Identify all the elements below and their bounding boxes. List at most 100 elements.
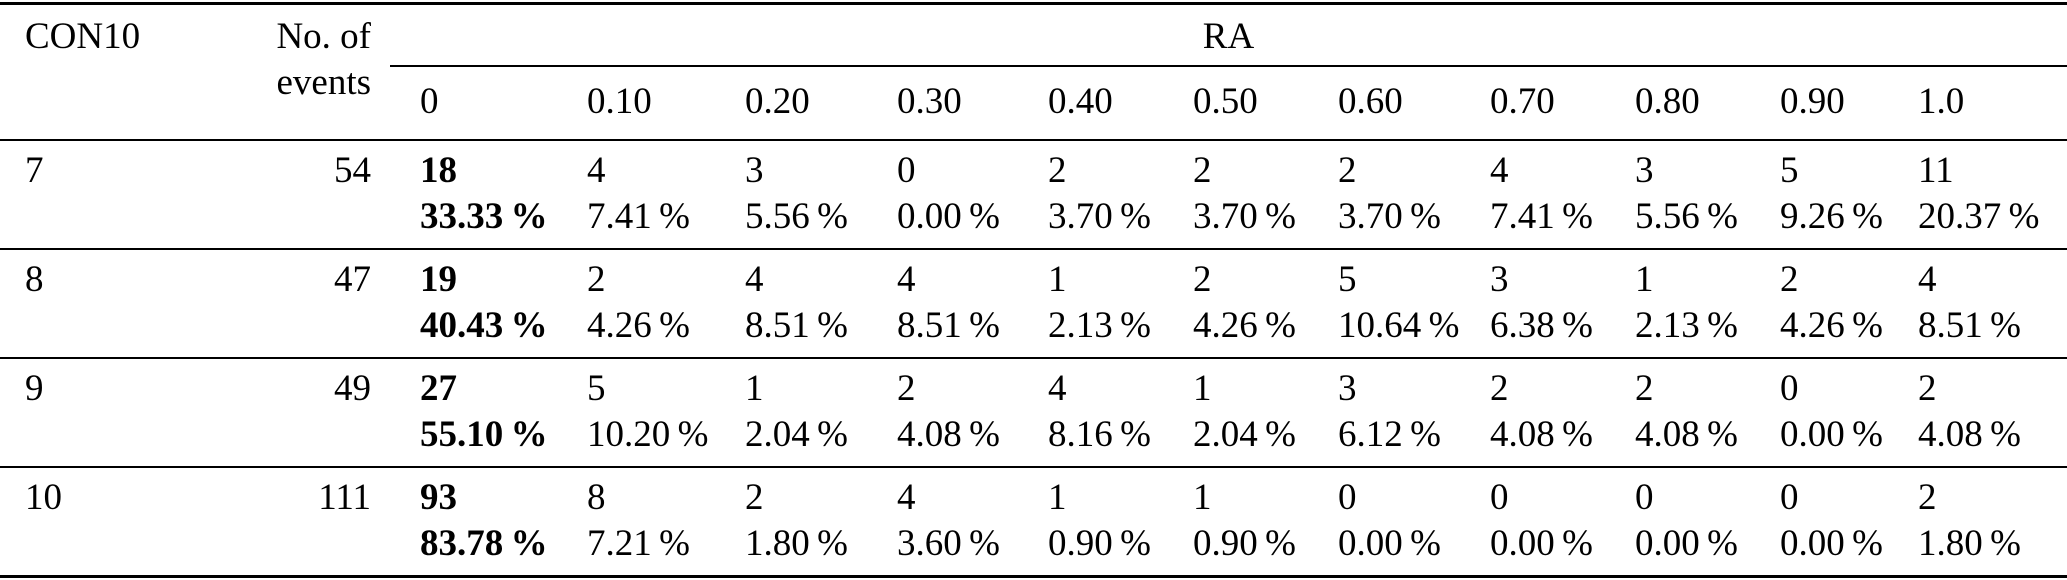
ra-cell: 0 0.00 % [1605, 467, 1750, 577]
event-percent: 9.26 % [1780, 196, 1883, 237]
ra-cell: 2 4.08 % [1460, 358, 1605, 468]
ra-level-header: 0.80 [1605, 66, 1750, 141]
ra-cell: 2 3.70 % [1163, 140, 1308, 250]
event-percent: 5.56 % [1635, 196, 1738, 237]
ra-cell: 1 2.13 % [1605, 249, 1750, 359]
event-count: 27 [420, 368, 457, 409]
event-percent: 10.20 % [587, 414, 709, 455]
event-percent: 4.26 % [1193, 305, 1296, 346]
event-count: 18 [420, 150, 457, 191]
ra-cell: 4 8.16 % [1018, 358, 1163, 468]
ra-cell: 2 3.70 % [1308, 140, 1460, 250]
event-count: 0 [1780, 477, 1799, 518]
event-percent: 2.04 % [1193, 414, 1296, 455]
event-percent: 3.60 % [897, 523, 1000, 564]
event-percent: 8.16 % [1048, 414, 1151, 455]
event-count: 4 [587, 150, 606, 191]
event-count: 1 [1048, 259, 1067, 300]
con10-value: 7 [0, 140, 179, 250]
event-count: 0 [1635, 477, 1654, 518]
event-percent: 0.90 % [1048, 523, 1151, 564]
event-percent: 3.70 % [1338, 196, 1441, 237]
event-count: 2 [1918, 477, 1937, 518]
ra-level-header: 0.20 [715, 66, 867, 141]
event-count: 19 [420, 259, 457, 300]
ra-cell: 1 2.04 % [1163, 358, 1308, 468]
event-count: 2 [1780, 259, 1799, 300]
event-percent: 2.04 % [745, 414, 848, 455]
event-percent: 0.90 % [1193, 523, 1296, 564]
table-row: 8 47 19 40.43 % 2 4.26 % 4 8.51 % 4 8.51 % 1 2.13 %… [0, 249, 2067, 359]
event-count: 2 [587, 259, 606, 300]
con10-value: 8 [0, 249, 179, 359]
event-percent: 33.33 % [420, 196, 548, 237]
ra-cell: 0 0.00 % [1750, 467, 1888, 577]
ra-cell: 0 0.00 % [867, 140, 1018, 250]
event-count: 1 [1048, 477, 1067, 518]
ra-cell: 93 83.78 % [390, 467, 557, 577]
ra-cell: 4 8.51 % [867, 249, 1018, 359]
event-count: 11 [1918, 150, 1954, 191]
event-count: 5 [587, 368, 606, 409]
col-header-ra-span: RA [390, 3, 2067, 67]
event-percent: 0.00 % [1780, 414, 1883, 455]
ra-level-header: 0 [390, 66, 557, 141]
ra-cell: 2 1.80 % [715, 467, 867, 577]
event-percent: 6.12 % [1338, 414, 1441, 455]
table-row: 10 111 93 83.78 % 8 7.21 % 2 1.80 % 4 3.60 % 1 0.90… [0, 467, 2067, 577]
ra-cell: 2 4.08 % [1605, 358, 1750, 468]
event-count: 2 [1338, 150, 1357, 191]
col-header-con10: CON10 [0, 3, 179, 141]
event-percent: 1.80 % [745, 523, 848, 564]
col-header-events: No. of events [179, 3, 390, 141]
event-percent: 4.08 % [897, 414, 1000, 455]
ra-cell: 19 40.43 % [390, 249, 557, 359]
event-percent: 4.08 % [1635, 414, 1738, 455]
ra-level-header: 0.30 [867, 66, 1018, 141]
ra-level-header: 0.90 [1750, 66, 1888, 141]
event-percent: 0.00 % [1490, 523, 1593, 564]
ra-level-header: 0.10 [557, 66, 715, 141]
table-row: 7 54 18 33.33 % 4 7.41 % 3 5.56 % 0 0.00 % 2 3.70 %… [0, 140, 2067, 250]
ra-cell: 8 7.21 % [557, 467, 715, 577]
ra-cell: 5 10.64 % [1308, 249, 1460, 359]
events-count: 47 [179, 249, 390, 359]
event-count: 4 [897, 259, 916, 300]
event-percent: 40.43 % [420, 305, 548, 346]
event-percent: 7.41 % [1490, 196, 1593, 237]
ra-cell: 1 2.04 % [715, 358, 867, 468]
ra-cell: 3 5.56 % [715, 140, 867, 250]
ra-cell: 3 5.56 % [1605, 140, 1750, 250]
event-count: 2 [745, 477, 764, 518]
event-percent: 4.08 % [1490, 414, 1593, 455]
event-percent: 2.13 % [1635, 305, 1738, 346]
event-percent: 4.26 % [587, 305, 690, 346]
event-count: 2 [1918, 368, 1937, 409]
ra-cell: 0 0.00 % [1308, 467, 1460, 577]
event-count: 4 [897, 477, 916, 518]
event-count: 0 [1490, 477, 1509, 518]
event-count: 4 [745, 259, 764, 300]
ra-cell: 4 8.51 % [1888, 249, 2067, 359]
ra-cell: 27 55.10 % [390, 358, 557, 468]
ra-cell: 18 33.33 % [390, 140, 557, 250]
ra-cell: 1 0.90 % [1163, 467, 1308, 577]
event-percent: 6.38 % [1490, 305, 1593, 346]
ra-level-header: 0.40 [1018, 66, 1163, 141]
event-count: 1 [1193, 368, 1212, 409]
ra-cell: 4 3.60 % [867, 467, 1018, 577]
event-count: 0 [1780, 368, 1799, 409]
event-count: 4 [1918, 259, 1937, 300]
event-percent: 3.70 % [1048, 196, 1151, 237]
ra-cell: 0 0.00 % [1750, 358, 1888, 468]
events-count: 54 [179, 140, 390, 250]
event-count: 3 [745, 150, 764, 191]
event-count: 3 [1635, 150, 1654, 191]
ra-level-header: 0.70 [1460, 66, 1605, 141]
event-count: 5 [1338, 259, 1357, 300]
event-count: 8 [587, 477, 606, 518]
event-count: 2 [1048, 150, 1067, 191]
event-percent: 0.00 % [897, 196, 1000, 237]
